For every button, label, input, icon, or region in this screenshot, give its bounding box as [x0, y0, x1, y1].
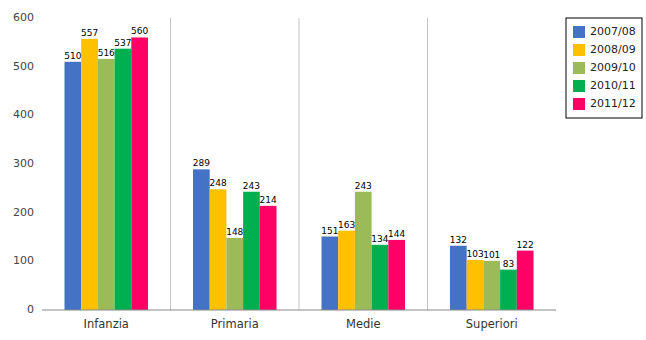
legend-label: 2008/09 — [590, 43, 636, 56]
data-label: 144 — [388, 229, 405, 239]
data-label: 243 — [243, 181, 260, 191]
data-label: 537 — [114, 38, 131, 48]
data-label: 560 — [131, 26, 148, 36]
bar — [388, 240, 405, 310]
data-label: 132 — [450, 235, 467, 245]
chart-svg: 0 100 200 300 400 500 600 510 289 151 132 557 248 163… — [0, 0, 646, 340]
data-label: 557 — [81, 28, 98, 38]
bar — [98, 59, 115, 310]
data-label: 510 — [64, 51, 81, 61]
bars — [64, 37, 533, 310]
legend-label: 2010/11 — [590, 79, 636, 92]
bar — [517, 251, 534, 310]
data-label: 101 — [483, 250, 500, 260]
legend: 2007/08 2008/09 2009/10 2010/11 2011/12 — [566, 18, 642, 118]
bar — [483, 261, 500, 310]
data-label: 214 — [260, 195, 277, 205]
bar — [64, 62, 81, 310]
data-labels: 510 289 151 132 557 248 163 103 516 148 243 101 537 2… — [64, 26, 534, 268]
x-tick-label: Primaria — [211, 317, 259, 331]
bar — [193, 169, 210, 310]
legend-label: 2007/08 — [590, 25, 636, 38]
y-tick-label: 400 — [13, 108, 34, 121]
bar — [355, 192, 372, 310]
data-label: 134 — [371, 234, 388, 244]
x-tick-label: Superiori — [466, 317, 518, 331]
x-axis-line — [42, 310, 556, 311]
data-label: 103 — [466, 249, 483, 259]
legend-swatch — [573, 98, 585, 110]
data-label: 248 — [209, 178, 226, 188]
bar — [467, 260, 484, 310]
legend-label: 2009/10 — [590, 61, 636, 74]
x-tick-label: Infanzia — [84, 317, 129, 331]
bar — [243, 192, 260, 310]
legend-label: 2011/12 — [590, 97, 636, 110]
data-label: 163 — [338, 220, 355, 230]
bar — [372, 245, 389, 310]
legend-swatch — [573, 80, 585, 92]
bar — [131, 37, 148, 310]
bar — [226, 238, 243, 310]
x-tick-label: Medie — [346, 317, 381, 331]
chart-container: 0 100 200 300 400 500 600 510 289 151 132 557 248 163… — [0, 0, 646, 340]
legend-swatch — [573, 44, 585, 56]
data-label: 516 — [98, 48, 115, 58]
bar — [450, 246, 467, 310]
data-label: 243 — [355, 181, 372, 191]
y-tick-label: 300 — [13, 157, 34, 170]
y-tick-label: 500 — [13, 60, 34, 73]
y-tick-label: 100 — [13, 254, 34, 267]
data-label: 289 — [193, 158, 210, 168]
bar — [260, 206, 277, 310]
legend-swatch — [573, 62, 585, 74]
y-tick-label: 200 — [13, 206, 34, 219]
data-label: 148 — [226, 227, 243, 237]
data-label: 122 — [517, 240, 534, 250]
group-separator — [427, 18, 428, 310]
data-label: 83 — [503, 259, 514, 269]
data-label: 151 — [321, 226, 338, 236]
group-separator — [170, 18, 171, 310]
bar — [81, 39, 98, 310]
bar — [115, 49, 132, 310]
bar — [210, 189, 227, 310]
bar — [500, 270, 517, 310]
legend-box — [566, 18, 642, 118]
group-separator — [299, 18, 300, 310]
bar — [338, 231, 355, 310]
y-tick-label: 0 — [27, 303, 34, 316]
bar — [321, 237, 338, 310]
legend-swatch — [573, 26, 585, 38]
y-tick-label: 600 — [13, 11, 34, 24]
